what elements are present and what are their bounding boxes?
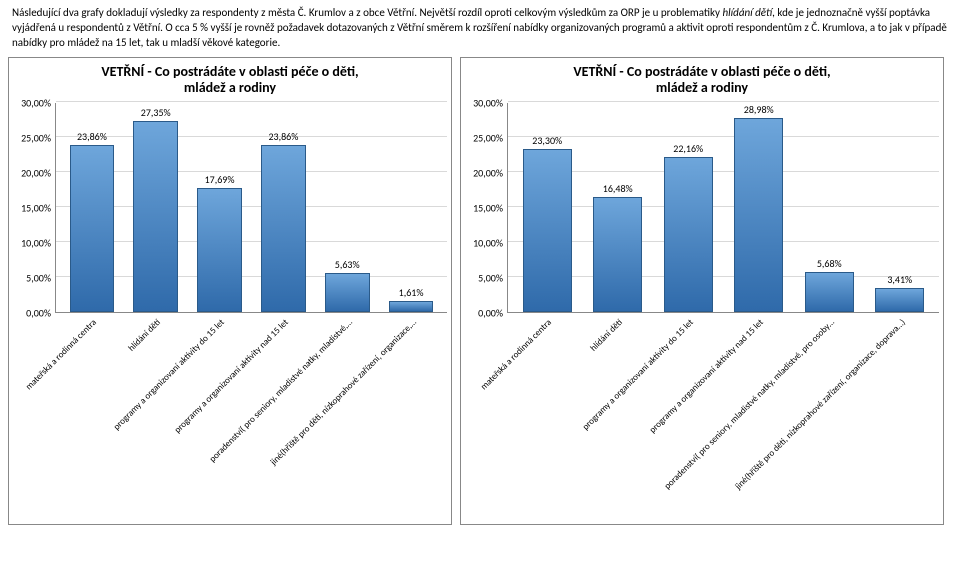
y-tick: 30,00%	[473, 97, 503, 110]
gridline	[56, 206, 447, 207]
chart-left-xlabels: mateřská a rodinná centrahlídání dětípro…	[55, 313, 447, 513]
x-label-slot: jiné(hřiště pro děti, nízkoprahové zaříz…	[864, 313, 935, 513]
bar-slot: 5,68%	[794, 103, 865, 312]
intro-line1: Následující dva grafy dokladují výsledky…	[12, 6, 720, 19]
bar-rect	[70, 145, 115, 312]
chart-left-bars: 23,86% 27,35% 17,69% 23,86% 5,63% 1,61%	[56, 103, 447, 312]
x-category-label: mateřská a rodinná centra	[23, 317, 98, 392]
bar-slot: 23,86%	[60, 103, 124, 312]
y-tick: 15,00%	[473, 202, 503, 215]
chart-left-title: VETŘNÍ - Co postrádáte v oblasti péče o …	[13, 64, 447, 98]
bar-value-label: 23,86%	[268, 130, 298, 143]
chart-left-bars-area: 23,86% 27,35% 17,69% 23,86% 5,63% 1,61%	[55, 103, 447, 313]
gridline	[508, 171, 939, 172]
gridline	[56, 241, 447, 242]
chart-left-plot: 0,00%5,00%10,00%15,00%20,00%25,00%30,00%…	[13, 103, 447, 313]
y-tick: 5,00%	[26, 272, 51, 285]
bar-rect	[523, 149, 572, 312]
gridline	[508, 101, 939, 102]
x-label-slot: mateřská a rodinná centra	[59, 313, 123, 513]
bar-value-label: 17,69%	[205, 173, 235, 186]
gridline	[56, 101, 447, 102]
chart-right-bars-area: 23,30% 16,48% 22,16% 28,98% 5,68% 3,41%	[507, 103, 939, 313]
y-tick: 10,00%	[473, 237, 503, 250]
bar-rect	[875, 288, 924, 312]
bar-value-label: 23,30%	[532, 134, 562, 147]
intro-italic: hlídání dětí	[722, 6, 772, 19]
bar-value-label: 23,86%	[77, 130, 107, 143]
bar-rect	[805, 272, 854, 312]
y-tick: 20,00%	[473, 167, 503, 180]
bar-rect	[664, 157, 713, 312]
x-label-slot: mateřská a rodinná centra	[511, 313, 582, 513]
chart-right-title: VETŘNÍ - Co postrádáte v oblasti péče o …	[465, 64, 939, 98]
intro-paragraph: Následující dva grafy dokladují výsledky…	[8, 4, 952, 57]
bar-slot: 23,30%	[512, 103, 583, 312]
y-tick: 0,00%	[478, 307, 503, 320]
bar-slot: 27,35%	[124, 103, 188, 312]
bar-rect	[734, 118, 783, 312]
bar-slot: 3,41%	[865, 103, 936, 312]
y-tick: 25,00%	[21, 132, 51, 145]
bar-value-label: 28,98%	[744, 103, 774, 116]
x-category-label: hlídání dětí	[126, 317, 163, 354]
chart-right-plot: 0,00%5,00%10,00%15,00%20,00%25,00%30,00%…	[465, 103, 939, 313]
chart-right-bars: 23,30% 16,48% 22,16% 28,98% 5,68% 3,41%	[508, 103, 939, 312]
gridline	[508, 206, 939, 207]
bar-rect	[197, 188, 242, 312]
chart-left: VETŘNÍ - Co postrádáte v oblasti péče o …	[8, 57, 452, 525]
gridline	[56, 276, 447, 277]
bar-rect	[593, 197, 642, 312]
y-tick: 25,00%	[473, 132, 503, 145]
bar-value-label: 5,68%	[817, 257, 842, 270]
gridline	[508, 276, 939, 277]
bar-value-label: 22,16%	[673, 142, 703, 155]
bar-slot: 1,61%	[379, 103, 443, 312]
chart-right: VETŘNÍ - Co postrádáte v oblasti péče o …	[460, 57, 944, 525]
y-tick: 0,00%	[26, 307, 51, 320]
chart-right-yaxis: 0,00%5,00%10,00%15,00%20,00%25,00%30,00%	[465, 103, 507, 313]
gridline	[508, 136, 939, 137]
gridline	[508, 241, 939, 242]
x-category-label: hlídání dětí	[588, 317, 625, 354]
gridline	[56, 136, 447, 137]
bar-rect	[389, 301, 434, 312]
bar-value-label: 3,41%	[887, 273, 912, 286]
bar-slot: 16,48%	[583, 103, 654, 312]
bar-slot: 17,69%	[188, 103, 252, 312]
gridline	[56, 171, 447, 172]
bar-slot: 22,16%	[653, 103, 724, 312]
bar-rect	[133, 121, 178, 312]
bar-value-label: 5,63%	[335, 258, 360, 271]
bar-value-label: 1,61%	[399, 286, 424, 299]
bar-value-label: 16,48%	[603, 182, 633, 195]
bar-value-label: 27,35%	[141, 106, 171, 119]
chart-right-xlabels: mateřská a rodinná centrahlídání dětípro…	[507, 313, 939, 513]
y-tick: 5,00%	[478, 272, 503, 285]
bar-rect	[261, 145, 306, 312]
chart-left-yaxis: 0,00%5,00%10,00%15,00%20,00%25,00%30,00%	[13, 103, 55, 313]
bar-slot: 28,98%	[724, 103, 795, 312]
y-tick: 30,00%	[21, 97, 51, 110]
bar-rect	[325, 273, 370, 312]
x-category-label: mateřská a rodinná centra	[479, 317, 554, 392]
y-tick: 10,00%	[21, 237, 51, 250]
bar-slot: 23,86%	[251, 103, 315, 312]
x-label-slot: jiné(hřiště pro děti, nízkoprahové zaříz…	[379, 313, 443, 513]
y-tick: 15,00%	[21, 202, 51, 215]
charts-row: VETŘNÍ - Co postrádáte v oblasti péče o …	[8, 57, 952, 525]
bar-slot: 5,63%	[315, 103, 379, 312]
y-tick: 20,00%	[21, 167, 51, 180]
